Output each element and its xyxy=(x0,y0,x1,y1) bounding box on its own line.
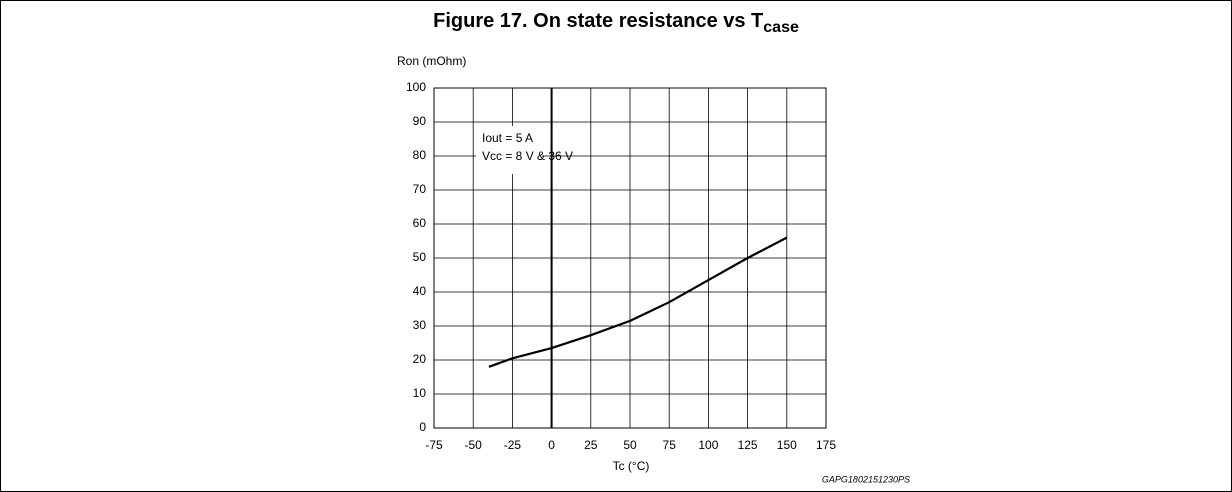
chart-title: Figure 17. On state resistance vs Tcase xyxy=(433,10,799,36)
annotation: Iout = 5 A xyxy=(482,131,533,145)
y-tick-label: 90 xyxy=(413,114,427,128)
x-tick-label: 25 xyxy=(584,438,598,452)
x-tick-label: 100 xyxy=(698,438,718,452)
x-axis-label: Tc (°C) xyxy=(613,459,650,473)
x-tick-label: 175 xyxy=(816,438,836,452)
figure-code: GAPG1802151230PS xyxy=(822,474,910,484)
plot-border xyxy=(433,87,827,429)
y-tick-label: 0 xyxy=(419,420,426,434)
x-tick-label: 75 xyxy=(663,438,677,452)
y-axis-label: Ron (mOhm) xyxy=(397,54,466,68)
title-subscript: case xyxy=(763,19,799,36)
x-tick-label: -50 xyxy=(465,438,483,452)
title-main: Figure 17. On state resistance vs T xyxy=(433,10,763,32)
x-tick-label: -75 xyxy=(425,438,443,452)
x-tick-label: 150 xyxy=(777,438,797,452)
y-tick-label: 10 xyxy=(413,386,427,400)
x-tick-label: 0 xyxy=(548,438,555,452)
y-tick-label: 60 xyxy=(413,216,427,230)
annotation-box xyxy=(476,126,542,174)
x-tick-label: 125 xyxy=(738,438,758,452)
y-tick-label: 30 xyxy=(413,318,427,332)
annotation: Vcc = 8 V & 36 V xyxy=(482,149,573,163)
x-tick-label: 50 xyxy=(623,438,637,452)
y-tick-label: 20 xyxy=(413,352,427,366)
data-line xyxy=(488,236,788,368)
y-tick-label: 80 xyxy=(413,148,427,162)
y-tick-label: 50 xyxy=(413,250,427,264)
y-tick-label: 70 xyxy=(413,182,427,196)
y-tick-label: 100 xyxy=(406,80,426,94)
x-tick-label: -25 xyxy=(504,438,522,452)
y-tick-label: 40 xyxy=(413,284,427,298)
